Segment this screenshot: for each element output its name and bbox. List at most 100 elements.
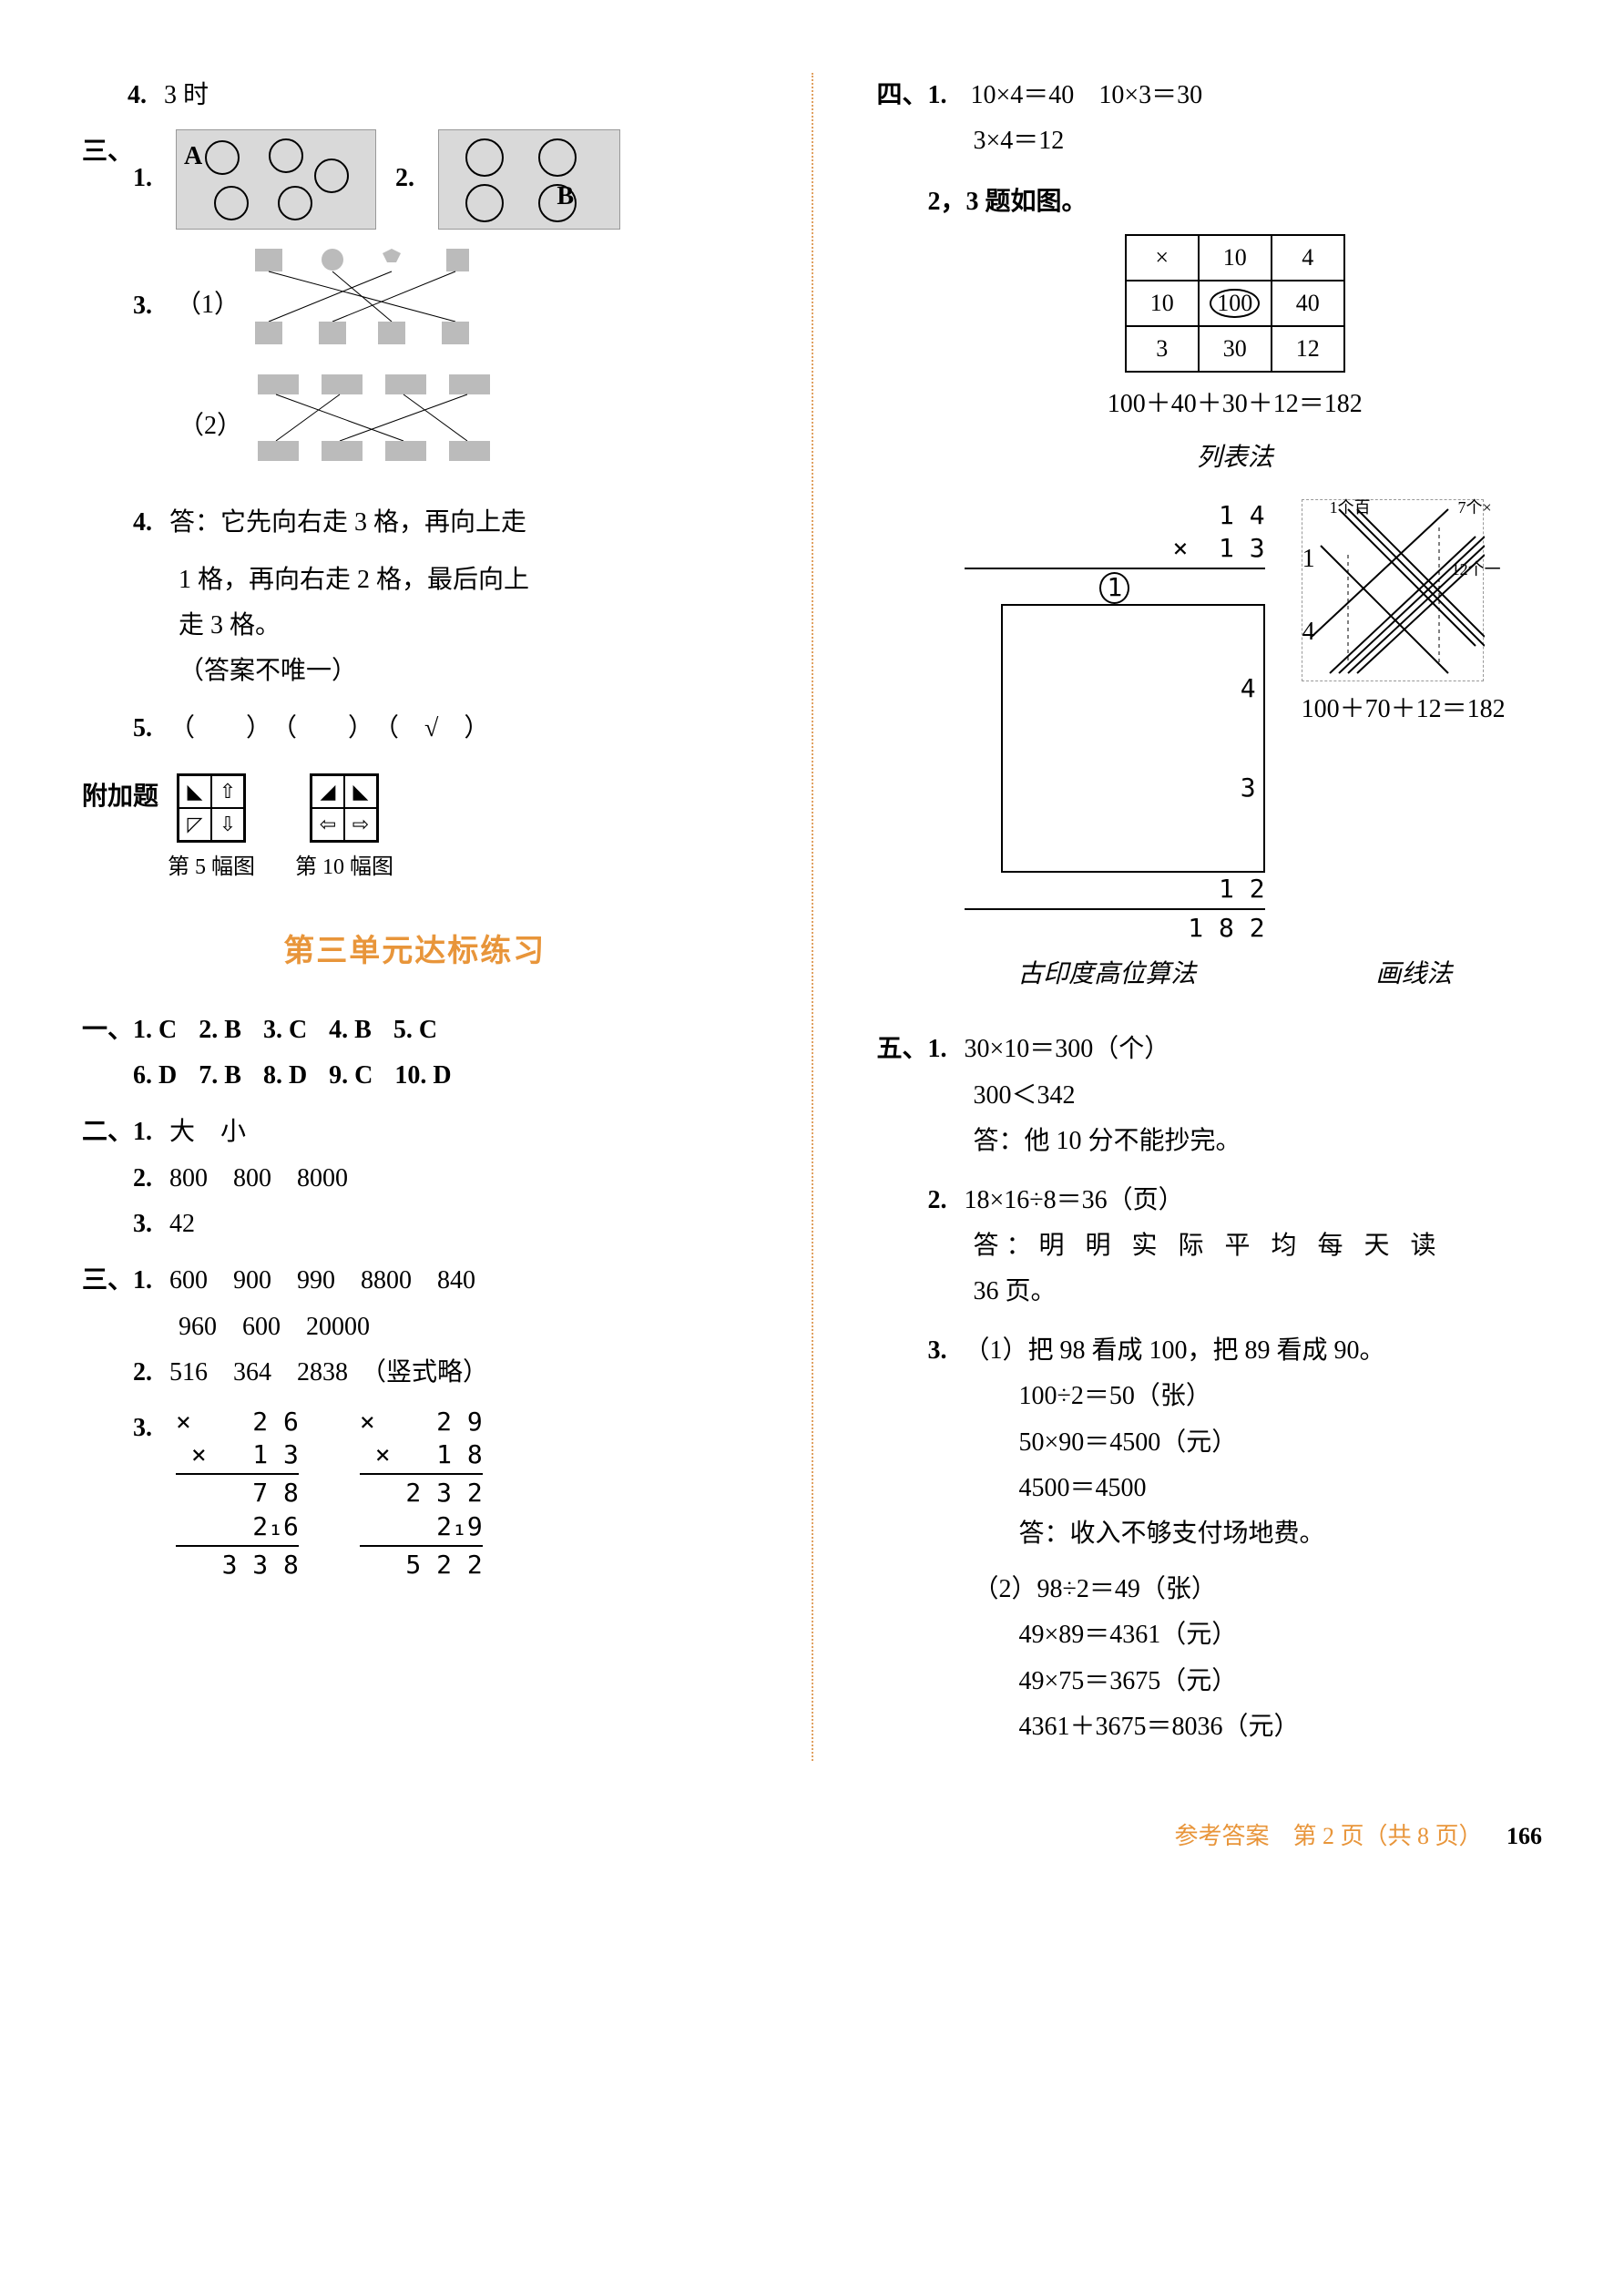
fish-circles-icon — [177, 130, 377, 230]
item-num: 2. — [133, 1156, 169, 1202]
section-label: 二、 — [82, 1110, 133, 1155]
mc-answers: 1. C2. B3. C4. B5. C6. D7. B8. D9. C10. … — [133, 1008, 747, 1100]
line-eq: 100＋70＋12＝182 — [1302, 687, 1506, 732]
sub1-label: （1） — [176, 292, 240, 320]
section-label: 一、 — [82, 1008, 133, 1053]
item-num: 3. — [133, 283, 169, 329]
matching-lines-icon — [249, 370, 522, 470]
vr4: 4 — [1010, 672, 1256, 705]
section-label: 三、 — [82, 1258, 133, 1304]
item-num: 1. — [133, 156, 169, 201]
appendix-label: 附加题 — [82, 773, 158, 819]
item-num: 3. — [133, 1406, 169, 1451]
vc1r1: × 2 6 — [176, 1406, 299, 1438]
page-footer: 参考答案 第 2 页（共 8 页） 166 — [82, 1816, 1542, 1858]
s4-content: 1. 10×4＝40 10×3＝30 3×4＝12 2，3 题如图。 × 10 … — [928, 73, 1542, 1016]
vr7: 1 8 2 — [965, 912, 1265, 945]
q4: 4. 答：它先向右走 3 格，再向上走 1 格，再向右走 2 格，最后向上 走 … — [133, 500, 747, 695]
td: 30 — [1199, 326, 1272, 372]
th: × — [1126, 235, 1199, 281]
td-circled: 100 — [1199, 281, 1272, 326]
s5q3s2l2: 49×75＝3675（元） — [928, 1659, 1542, 1704]
vc1r4: 2₁6 — [176, 1510, 299, 1543]
s3b-content: 1.600 900 990 8800 840 960 600 20000 2.5… — [133, 1258, 747, 1581]
appendix-content: ◣⇧◸⇩ 第 5 幅图 ◢◣⇦⇨ 第 10 幅图 — [158, 773, 747, 887]
section-1b: 一、 1. C2. B3. C4. B5. C6. D7. B8. D9. C1… — [82, 1008, 748, 1100]
item-num: 2. — [395, 156, 432, 201]
item-num: 4. — [128, 73, 164, 118]
s4q1e2: 10×3＝30 — [1098, 81, 1202, 109]
unit-title: 第三单元达标练习 — [82, 924, 748, 979]
q4-top-text: 3 时 — [164, 73, 209, 118]
section-2b: 二、 1.大 小 2.800 800 8000 3.42 — [82, 1110, 748, 1247]
match-diagram-2 — [249, 370, 522, 486]
s5q3s1l1: 100÷2＝50（张） — [928, 1374, 1542, 1419]
item-num: 3. — [928, 1328, 965, 1374]
sub2-label: （2） — [179, 412, 242, 440]
footer-text: 参考答案 第 2 页（共 8 页） — [1174, 1823, 1482, 1849]
td: 10 — [1126, 281, 1199, 326]
s5q2l3: 36 页。 — [928, 1269, 1542, 1315]
item-num: 5. — [133, 706, 169, 752]
vc1r5: 3 3 8 — [176, 1549, 299, 1581]
ltr: 7个× — [1457, 493, 1491, 522]
s3bq2: 516 364 2838 （竖式略） — [169, 1358, 488, 1387]
th: 10 — [1199, 235, 1272, 281]
s5q1l2: 300＜342 — [928, 1073, 1542, 1119]
two-methods: 1 4 × 1 3 1 4 3 1 2 1 8 2 — [928, 499, 1542, 945]
s3bq1l1: 600 900 990 8800 840 — [169, 1266, 475, 1294]
section-4: 四、 1. 10×4＝40 10×3＝30 3×4＝12 2，3 题如图。 × … — [877, 73, 1543, 1016]
lb: 4 — [1302, 609, 1315, 655]
section-5: 五、 1.30×10＝300（个） 300＜342 答：他 10 分不能抄完。 … — [877, 1027, 1543, 1750]
mult-table: × 10 4 10 100 40 3 30 12 — [1125, 234, 1345, 373]
s5q3s1l2: 50×90＝4500（元） — [928, 1420, 1542, 1466]
method2: 古印度高位算法 — [1017, 952, 1196, 998]
item-num: 1. — [928, 73, 965, 118]
q4-line2: 1 格，再向右走 2 格，最后向上 — [133, 558, 747, 603]
q4-top: 4. 3 时 — [82, 73, 748, 118]
s5q3s1: （1）把 98 看成 100，把 89 看成 90。 — [965, 1336, 1385, 1365]
q1-q2-images: 1. A 2. B — [133, 129, 747, 230]
vertical-mult-1: × 2 6 × 1 3 7 8 2₁6 3 3 8 — [176, 1406, 299, 1582]
line-diagram-icon: 1 4 1个百 7个× 12个一 — [1302, 499, 1484, 681]
item-num: 1. — [133, 1110, 169, 1155]
match-diagram-1 — [246, 244, 501, 369]
fig10-label: 第 10 幅图 — [291, 848, 397, 887]
fish-image-b: B — [438, 129, 620, 230]
s5q3s1ans: 答：收入不够支付场地费。 — [928, 1511, 1542, 1557]
right-column: 四、 1. 10×4＝40 10×3＝30 3×4＝12 2，3 题如图。 × … — [877, 73, 1543, 1761]
column-divider — [812, 73, 813, 1761]
s4q1e3: 3×4＝12 — [928, 118, 1542, 164]
mc-row: 6. D7. B8. D9. C10. D — [133, 1053, 747, 1099]
vr3: 1 — [965, 571, 1265, 604]
grid-icon: ◢◣⇦⇨ — [310, 773, 379, 843]
s5q2l1: 18×16÷8＝36（页） — [965, 1186, 1184, 1214]
vc2r3: 2 3 2 — [360, 1477, 483, 1509]
th: 4 — [1272, 235, 1344, 281]
s4q1e1: 10×4＝40 — [971, 81, 1075, 109]
td: 3 — [1126, 326, 1199, 372]
fish-circles-icon — [439, 130, 621, 230]
vc1r2: × 1 3 — [176, 1438, 299, 1471]
q4-line3: 走 3 格。 — [133, 603, 747, 649]
s2q1: 大 小 — [169, 1118, 246, 1146]
s5q3s1l3: 4500＝4500 — [928, 1466, 1542, 1511]
fish-image-a: A — [176, 129, 376, 230]
method-labels-row: 古印度高位算法 画线法 — [928, 945, 1542, 1016]
q3: 3. （1） — [133, 244, 747, 369]
section-label: 四、 — [877, 73, 928, 118]
matching-lines-icon — [246, 244, 501, 353]
q5: 5. （ ） （ ） （ √ ） — [133, 706, 747, 752]
vc1r3: 7 8 — [176, 1477, 299, 1509]
appendix-fig10: ◢◣⇦⇨ 第 10 幅图 — [291, 773, 397, 887]
section-3b: 三、 1.600 900 990 8800 840 960 600 20000 … — [82, 1258, 748, 1581]
vr6: 1 2 — [965, 873, 1265, 906]
ll: 1 — [1302, 537, 1315, 582]
q5-text: （ ） （ ） （ √ ） — [169, 706, 489, 752]
vc2r4: 2₁9 — [360, 1510, 483, 1543]
section-3-content: 1. A 2. B — [133, 129, 747, 762]
fig5-label: 第 5 幅图 — [158, 848, 264, 887]
q23-label: 2，3 题如图。 — [928, 179, 1542, 225]
s5q1l3: 答：他 10 分不能抄完。 — [928, 1119, 1542, 1164]
q4-line4: （答案不唯一） — [133, 649, 747, 694]
